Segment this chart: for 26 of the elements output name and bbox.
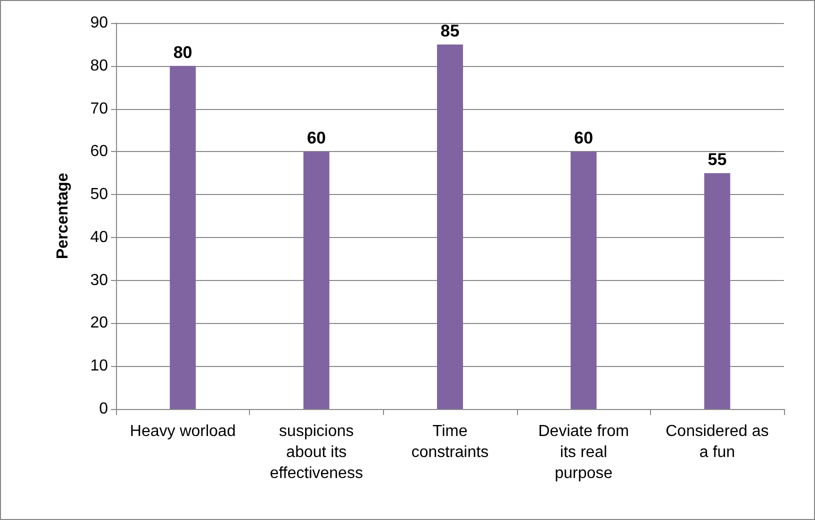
y-tick-label: 50: [90, 186, 108, 204]
y-tick-label: 70: [90, 100, 108, 118]
y-tick-label: 60: [90, 143, 108, 160]
x-tick-label: Heavy worload: [130, 423, 236, 440]
bar: [570, 152, 597, 409]
y-tick-label: 10: [90, 358, 108, 375]
data-label: 80: [173, 42, 192, 62]
y-tick-label: 0: [99, 400, 108, 418]
y-tick-label: 30: [90, 272, 108, 289]
bar: [437, 44, 463, 409]
x-tick-label: suspicions about its effectiveness: [270, 423, 363, 482]
y-axis-title: Percentage: [54, 172, 72, 260]
data-label: 55: [708, 150, 727, 170]
x-tick-label: Deviate from its real purpose: [538, 423, 629, 482]
y-tick-label: 40: [90, 228, 108, 246]
data-label: 85: [440, 21, 460, 40]
bar: [303, 152, 330, 409]
data-label: 60: [306, 128, 326, 148]
bar: [170, 66, 196, 409]
data-label: 60: [574, 128, 594, 148]
x-tick-label: Time constraints: [411, 423, 489, 461]
x-tick-label: Considered as a fun: [666, 423, 769, 461]
y-tick-label: 20: [90, 314, 108, 332]
bar: [704, 173, 730, 409]
y-tick-label: 80: [90, 57, 108, 74]
y-tick-label: 90: [90, 14, 108, 32]
